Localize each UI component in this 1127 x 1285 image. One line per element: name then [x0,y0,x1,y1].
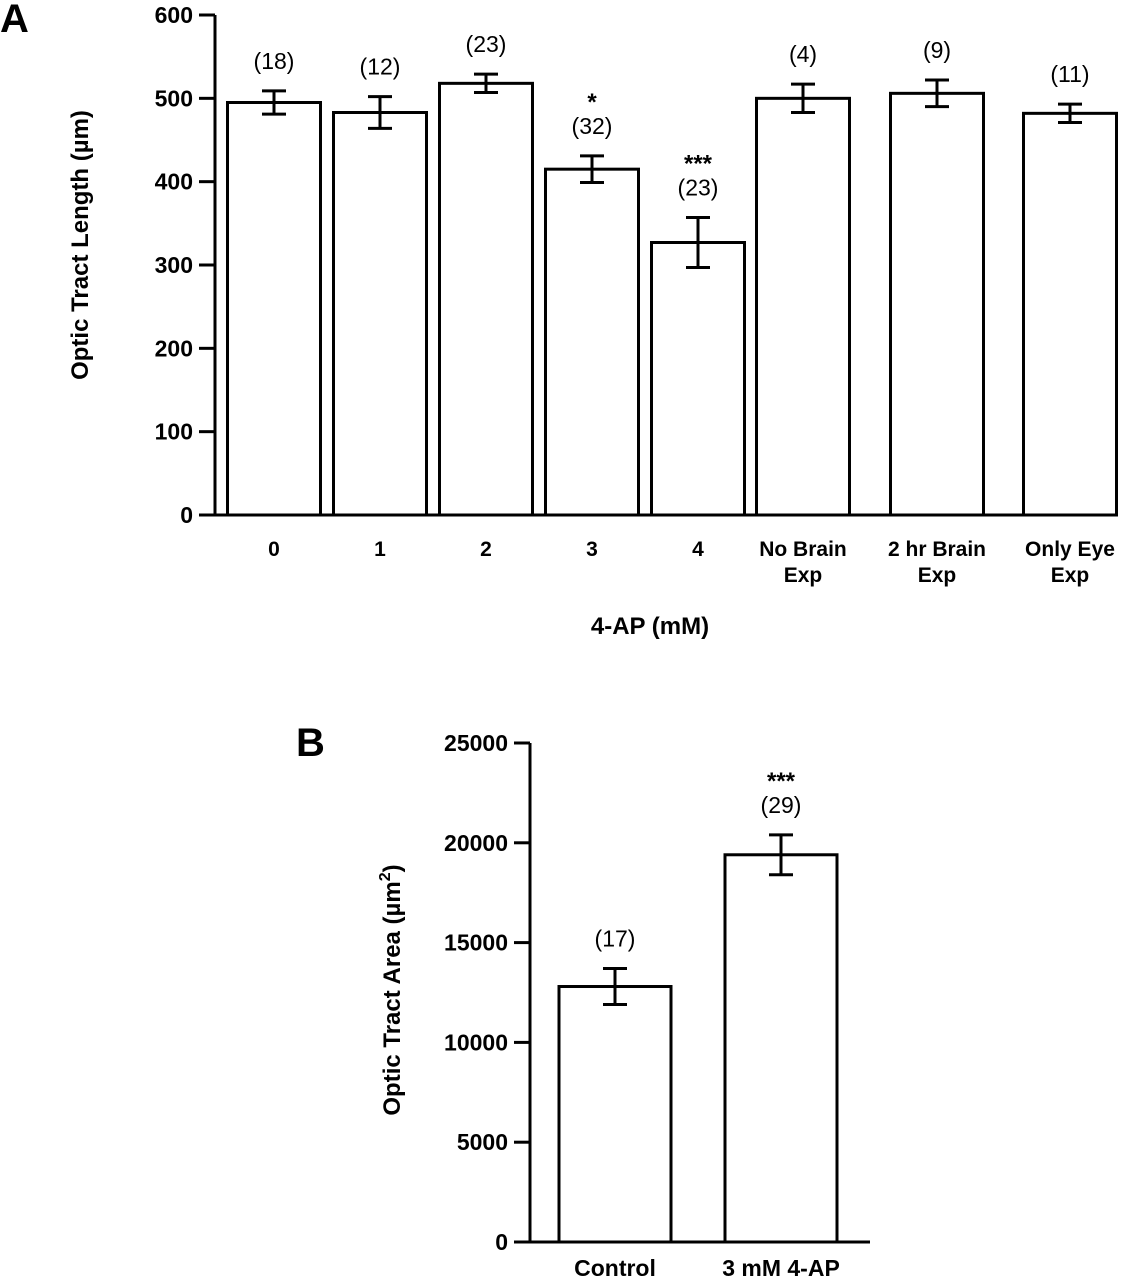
sample-size-label: (11) [1050,61,1089,87]
significance-marker: *** [767,768,796,795]
x-category-label: Exp [784,564,823,587]
y-axis-title-end: ) [379,864,406,872]
x-category-label: 2 hr Brain [888,538,986,561]
significance-marker: * [587,89,597,116]
sample-size-label: (12) [360,54,401,80]
x-category-label: 4 [692,538,704,561]
bar [755,96,851,517]
x-axis-title: 4-AP (mM) [591,613,709,640]
bar [332,111,428,517]
bar [889,91,985,517]
x-category-label: No Brain [759,538,847,561]
x-category-label: 2 [480,538,492,561]
chart-a: 0 100 200 300 400 500 600 (18) 0 (12) 1 (23) 2 (32)* 3… [67,2,1118,640]
y-tick-label: 400 [155,169,193,195]
bar [438,81,534,517]
bar [650,241,746,517]
y-tick-label: 25000 [444,730,508,756]
x-category-label: Exp [918,564,957,587]
y-tick-label: 10000 [444,1029,508,1055]
sample-size-label: (17) [595,926,636,952]
y-axis-title-main: Optic Tract Area (µm [379,881,406,1115]
sample-size-label: (9) [923,37,951,63]
y-axis-title-superscript: 2 [377,872,394,881]
significance-marker: *** [684,151,713,178]
x-category-label: 3 [586,538,598,561]
bar [1022,111,1118,517]
bar [557,985,673,1244]
y-tick-label: 0 [495,1229,508,1255]
y-tick-label: 20000 [444,830,508,856]
y-tick-label: 300 [155,252,193,278]
y-tick-label: 15000 [444,930,508,956]
sample-size-label: (32) [572,113,613,139]
x-category-label: Exp [1051,564,1090,587]
y-axis-title: Optic Tract Area (µm2) [377,864,406,1115]
panel-label-a: A [0,0,29,41]
x-category-label: 1 [374,538,386,561]
y-tick-label: 600 [155,2,193,28]
bar [544,167,640,517]
y-tick-label: 100 [155,419,193,445]
y-tick-label: 5000 [457,1129,508,1155]
y-tick-label: 500 [155,85,193,111]
x-category-label: 3 mM 4-AP [722,1255,840,1280]
bar [226,101,322,517]
chart-b: 0 5000 10000 15000 20000 25000 (17) Control (29)… [377,730,870,1281]
sample-size-label: (18) [254,48,295,74]
x-category-label: Control [574,1255,656,1280]
sample-size-label: (23) [678,175,719,201]
sample-size-label: (29) [761,792,802,818]
y-tick-label: 0 [180,502,193,528]
bar [723,853,839,1244]
sample-size-label: (23) [466,31,507,57]
sample-size-label: (4) [789,41,817,67]
y-axis-title: Optic Tract Length (µm) [67,110,94,380]
x-category-label: 0 [268,538,280,561]
y-tick-label: 200 [155,335,193,361]
panel-label-b: B [296,721,325,765]
x-category-label: Only Eye [1025,538,1115,561]
